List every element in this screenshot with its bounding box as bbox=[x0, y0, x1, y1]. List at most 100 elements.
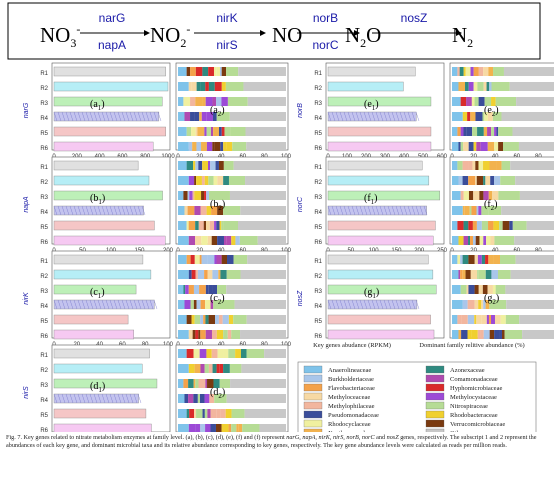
bar-hatch bbox=[363, 299, 368, 310]
gene-axis-label: nirK bbox=[23, 292, 30, 305]
family-segment bbox=[504, 330, 523, 339]
family-segment bbox=[233, 161, 286, 170]
family-segment bbox=[221, 82, 226, 91]
bar-hatch bbox=[121, 299, 126, 310]
family-segment bbox=[192, 191, 195, 200]
bar-hatch bbox=[371, 299, 376, 310]
family-segment bbox=[195, 270, 198, 279]
abundance-bar bbox=[53, 81, 169, 92]
family-segment bbox=[497, 270, 511, 279]
family-segment bbox=[199, 285, 206, 294]
bar-hatch bbox=[77, 393, 82, 404]
family-segment bbox=[473, 142, 477, 151]
bar-hatch bbox=[355, 205, 360, 216]
family-segment bbox=[236, 424, 239, 432]
bar-hatch bbox=[117, 205, 122, 216]
family-segment bbox=[478, 206, 482, 215]
family-segment bbox=[483, 236, 487, 245]
species-subscript: 2 bbox=[180, 36, 186, 50]
family-segment bbox=[487, 142, 495, 151]
family-segment bbox=[178, 255, 187, 264]
bar-hatch bbox=[415, 205, 420, 216]
family-segment bbox=[213, 67, 217, 76]
bar-hatch bbox=[149, 111, 154, 122]
family-segment bbox=[183, 191, 188, 200]
relative-frame bbox=[175, 62, 289, 151]
family-segment bbox=[452, 191, 461, 200]
family-segment bbox=[227, 330, 232, 339]
family-segment bbox=[475, 161, 479, 170]
abundance-bar bbox=[53, 220, 155, 231]
family-segment bbox=[197, 270, 205, 279]
abundance-bar bbox=[53, 96, 163, 107]
bar-hatch bbox=[89, 299, 94, 310]
family-segment bbox=[491, 97, 496, 106]
gene-axis-label: norB bbox=[297, 103, 304, 118]
family-segment bbox=[204, 394, 210, 403]
family-segment bbox=[483, 330, 490, 339]
legend-label: Hyphomicrobiaceae bbox=[450, 385, 502, 392]
bar-hatch bbox=[129, 393, 134, 404]
row-label: R2 bbox=[40, 86, 48, 92]
family-segment bbox=[460, 191, 464, 200]
family-segment bbox=[219, 364, 224, 373]
family-segment bbox=[194, 255, 200, 264]
family-segment bbox=[467, 300, 475, 309]
family-segment bbox=[199, 112, 202, 121]
family-segment bbox=[481, 300, 484, 309]
family-segment bbox=[195, 424, 201, 432]
family-segment bbox=[201, 142, 207, 151]
panel-label-a: (a1) bbox=[90, 99, 105, 112]
family-segment bbox=[519, 191, 554, 200]
bar-hatch bbox=[125, 205, 130, 216]
family-segment bbox=[206, 349, 212, 358]
family-segment bbox=[201, 112, 207, 121]
family-segment bbox=[193, 349, 200, 358]
family-segment bbox=[474, 255, 478, 264]
family-segment bbox=[238, 424, 243, 432]
bar-hatch bbox=[117, 111, 122, 122]
bar-hatch bbox=[335, 111, 340, 122]
family-segment bbox=[214, 221, 217, 230]
bar-hatch bbox=[97, 205, 102, 216]
bar-hatch bbox=[117, 393, 122, 404]
family-segment bbox=[186, 255, 191, 264]
family-segment bbox=[482, 285, 488, 294]
family-segment bbox=[463, 191, 469, 200]
family-segment bbox=[489, 300, 507, 309]
bar-hatch bbox=[367, 299, 372, 310]
arrowhead bbox=[456, 30, 462, 36]
bar-hatch bbox=[387, 205, 392, 216]
panel-sub-a: 1 bbox=[98, 104, 102, 112]
family-segment bbox=[238, 221, 286, 230]
family-segment bbox=[232, 142, 247, 151]
bar-hatch bbox=[153, 111, 158, 122]
family-segment bbox=[196, 409, 203, 418]
bar-hatch bbox=[57, 299, 62, 310]
family-segment bbox=[457, 255, 461, 264]
family-segment bbox=[466, 127, 473, 136]
legend-label: Pseudomonadaceae bbox=[328, 412, 379, 419]
row-label: R6 bbox=[40, 428, 48, 432]
family-segment bbox=[228, 424, 232, 432]
family-segment bbox=[219, 221, 222, 230]
row-label: R1 bbox=[40, 165, 48, 171]
family-segment bbox=[221, 255, 228, 264]
family-segment bbox=[204, 176, 209, 185]
panel-label-a: (e1) bbox=[364, 99, 379, 112]
panel-sub-b: 2 bbox=[492, 298, 496, 306]
family-segment bbox=[457, 161, 463, 170]
bar-hatch bbox=[383, 111, 388, 122]
panel-label-b: (c2) bbox=[210, 293, 225, 306]
legend-label: Methylophilaceae bbox=[328, 403, 375, 410]
gene-axis-label: norC bbox=[297, 196, 304, 212]
family-segment bbox=[233, 315, 247, 324]
family-segment bbox=[207, 409, 211, 418]
family-segment bbox=[188, 379, 194, 388]
family-segment bbox=[194, 315, 201, 324]
family-segment bbox=[481, 221, 489, 230]
family-segment bbox=[188, 236, 196, 245]
family-segment bbox=[186, 161, 194, 170]
family-segment bbox=[516, 97, 554, 106]
family-segment bbox=[478, 270, 486, 279]
